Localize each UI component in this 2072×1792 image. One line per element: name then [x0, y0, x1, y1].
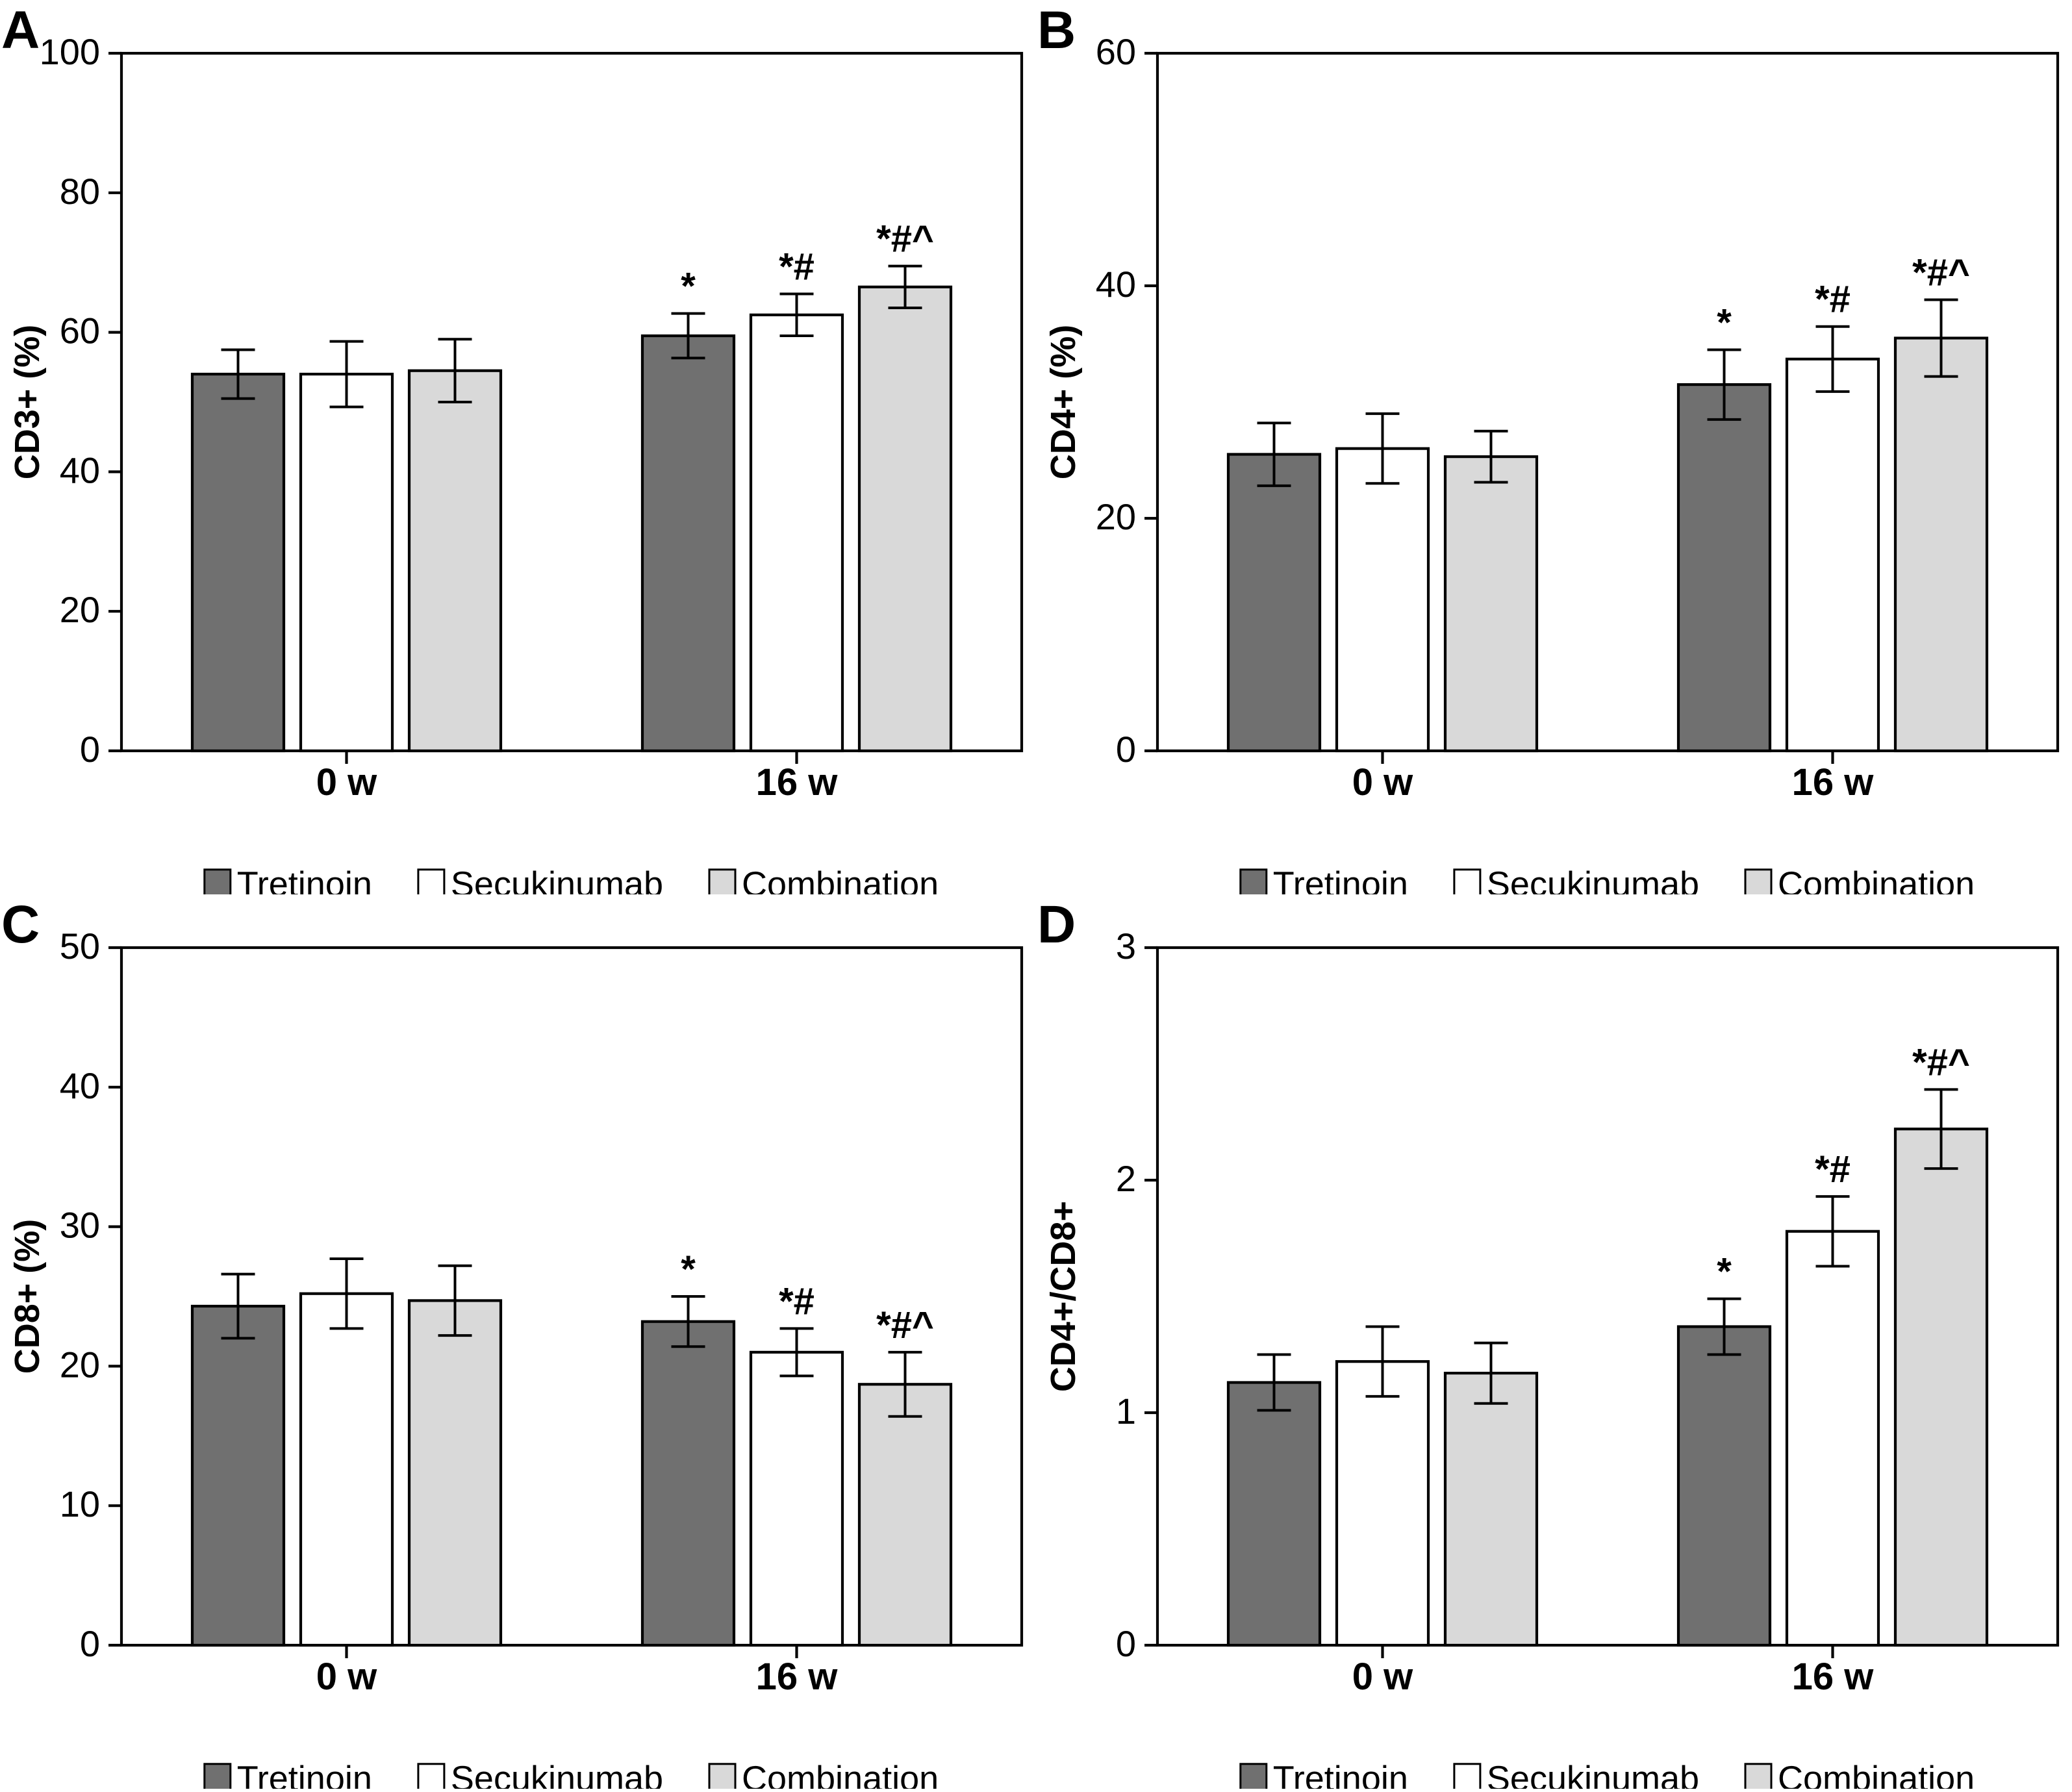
- svg-text:CD8+ (%): CD8+ (%): [8, 1219, 47, 1374]
- svg-text:*#^: *#^: [876, 218, 934, 260]
- svg-text:0: 0: [1116, 729, 1136, 770]
- svg-text:0: 0: [80, 729, 100, 770]
- svg-text:16 w: 16 w: [756, 761, 839, 803]
- svg-text:Combination: Combination: [742, 864, 939, 894]
- svg-text:CD3+ (%): CD3+ (%): [8, 325, 47, 480]
- svg-text:40: 40: [60, 1065, 100, 1106]
- svg-text:Secukinumab: Secukinumab: [1487, 1759, 1699, 1789]
- svg-text:CD4+/CD8+: CD4+/CD8+: [1044, 1201, 1083, 1392]
- svg-text:0: 0: [1116, 1623, 1136, 1664]
- svg-text:Secukinumab: Secukinumab: [451, 864, 663, 894]
- svg-text:60: 60: [1096, 31, 1136, 72]
- svg-text:Combination: Combination: [1778, 1759, 1975, 1789]
- svg-text:16 w: 16 w: [1792, 1656, 1875, 1698]
- svg-text:0: 0: [80, 1623, 100, 1664]
- svg-text:100: 100: [40, 31, 100, 72]
- svg-text:C: C: [1, 895, 40, 954]
- svg-text:40: 40: [60, 449, 100, 490]
- svg-text:Tretinoin: Tretinoin: [1273, 1759, 1408, 1789]
- svg-text:0 w: 0 w: [316, 1656, 377, 1698]
- svg-text:10: 10: [60, 1483, 100, 1524]
- svg-text:*: *: [681, 1248, 696, 1291]
- svg-text:D: D: [1037, 895, 1076, 954]
- svg-text:1: 1: [1116, 1391, 1136, 1432]
- svg-text:0 w: 0 w: [1352, 761, 1413, 803]
- svg-text:*#: *#: [779, 246, 815, 288]
- svg-text:20: 20: [60, 589, 100, 630]
- svg-text:*: *: [681, 266, 696, 308]
- svg-text:16 w: 16 w: [756, 1656, 839, 1698]
- svg-text:*#: *#: [779, 1280, 815, 1322]
- svg-text:30: 30: [60, 1205, 100, 1246]
- svg-text:80: 80: [60, 171, 100, 212]
- svg-text:Combination: Combination: [1778, 864, 1975, 894]
- svg-text:16 w: 16 w: [1792, 761, 1875, 803]
- svg-text:3: 3: [1116, 926, 1136, 966]
- svg-text:50: 50: [60, 926, 100, 966]
- svg-text:*: *: [1717, 302, 1732, 344]
- svg-text:Tretinoin: Tretinoin: [237, 864, 372, 894]
- svg-text:*#: *#: [1815, 279, 1851, 321]
- svg-text:60: 60: [60, 310, 100, 351]
- svg-text:*#^: *#^: [1912, 252, 1970, 294]
- svg-text:*#: *#: [1815, 1148, 1851, 1191]
- svg-text:*#^: *#^: [876, 1304, 934, 1346]
- svg-text:20: 20: [1096, 496, 1136, 537]
- svg-text:0 w: 0 w: [1352, 1656, 1413, 1698]
- svg-text:A: A: [1, 1, 40, 60]
- svg-text:Secukinumab: Secukinumab: [451, 1759, 663, 1789]
- svg-text:40: 40: [1096, 264, 1136, 305]
- svg-text:20: 20: [60, 1344, 100, 1385]
- svg-text:Tretinoin: Tretinoin: [237, 1759, 372, 1789]
- svg-text:*: *: [1717, 1251, 1732, 1293]
- svg-text:*#^: *#^: [1912, 1041, 1970, 1083]
- svg-text:Secukinumab: Secukinumab: [1487, 864, 1699, 894]
- svg-text:Tretinoin: Tretinoin: [1273, 864, 1408, 894]
- svg-text:0 w: 0 w: [316, 761, 377, 803]
- svg-text:Combination: Combination: [742, 1759, 939, 1789]
- svg-text:B: B: [1037, 1, 1076, 60]
- svg-text:CD4+ (%): CD4+ (%): [1044, 325, 1083, 480]
- svg-text:2: 2: [1116, 1158, 1136, 1199]
